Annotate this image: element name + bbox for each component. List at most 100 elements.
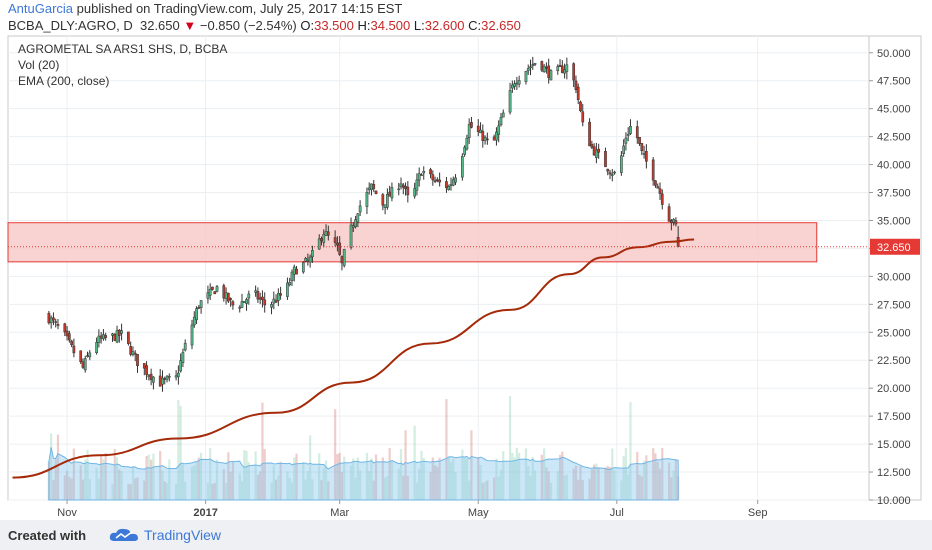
volume-bar [168,459,171,500]
volume-bar [104,452,107,500]
volume-bar [531,456,534,500]
volume-bar [622,456,625,500]
candle-body [342,249,346,266]
price-chart[interactable]: 10.000 12.500 15.000 17.500 20.000 22.500 25.0… [0,0,932,520]
volume-bar [540,454,543,500]
volume-bar [115,457,119,500]
candle-body [358,205,362,213]
tradingview-brand[interactable]: TradingView [144,527,222,543]
ema-200-line [12,238,695,479]
candle-body [276,293,280,301]
volume-bar [254,451,257,500]
candle-body [406,186,410,196]
candle-body [645,151,648,162]
volume-bar [608,467,612,500]
candle-body [288,282,292,285]
candle-body [86,355,89,357]
volume-bar [508,396,512,500]
x-tick-label: Jul [610,507,624,519]
candle-body [463,147,466,155]
candle-body [158,375,162,387]
candle-body [674,220,678,225]
volume-bar [359,470,362,500]
y-tick-label: 50.000 [877,48,911,60]
candle-body [174,375,178,378]
candle-body [465,137,469,150]
volume-bar [388,448,391,500]
volume-bar [111,484,114,500]
candle-body [199,300,203,308]
volume-bar [481,482,484,500]
candle-body [136,353,139,367]
legend-ema[interactable]: EMA (200, close) [18,74,110,88]
open-value: 33.500 [314,18,354,33]
volume-bar [524,448,528,500]
volume-bar [370,458,373,500]
candle-body [56,324,60,326]
volume-bar [672,470,675,500]
candle-body [479,129,482,134]
candle-body [231,301,235,306]
volume-bar [215,459,219,500]
candle-body [670,220,673,223]
tradingview-cloud-icon[interactable] [108,526,140,544]
volume-bar [433,465,437,500]
volume-bar [543,448,546,500]
candle-body [449,184,453,186]
candle-body [397,188,401,191]
volume-bar [50,433,53,500]
candle-body [547,65,551,78]
volume-bar [129,484,132,500]
candle-body [115,330,119,343]
candle-body [483,136,487,141]
legend-volume[interactable]: Vol (20) [18,58,60,72]
created-with-text: Created with [8,528,87,543]
volume-bar [452,459,455,500]
volume-bar [240,481,244,500]
candle-body [70,340,73,346]
author-link[interactable]: AntuGarcia [8,1,74,16]
volume-bar [561,451,564,500]
volume-bar [152,453,155,500]
candle-body [113,334,117,341]
candle-body [635,126,639,139]
volume-bar [84,459,87,500]
candle-body [461,156,464,178]
volume-bar [577,479,580,500]
candle-body [467,124,471,139]
candle-body [365,192,369,207]
candle-body [295,268,298,275]
volume-bar [102,459,105,500]
candle-body [654,180,657,186]
candle-body [606,168,610,172]
volume-bar [445,399,448,500]
candle-body [526,68,530,71]
zone-rect[interactable] [7,222,818,263]
candle-body [422,171,426,174]
volume-bar [54,459,57,500]
volume-bar [365,452,369,500]
resistance-zone[interactable] [7,222,818,263]
volume-bar [527,466,530,500]
candle-body [215,286,219,292]
volume-bar [231,460,235,500]
volume-bar [629,402,632,500]
y-tick-label: 25.000 [877,327,911,339]
volume-bar [222,469,225,500]
volume-bar [572,468,575,500]
candle-body [54,321,58,323]
volume-bar [136,477,139,500]
volume-bar [518,452,521,500]
candle-body [52,317,55,321]
volume-bar [195,460,198,500]
candle-body [95,342,98,353]
volume-bar [533,470,537,500]
candle-body [660,193,664,205]
candle-body [197,307,201,309]
volume-bar [384,477,387,500]
y-tick-label: 12.500 [877,467,911,479]
volume-bar [640,476,643,500]
volume-bar [463,457,466,500]
volume-bar [68,476,71,500]
volume-ma-area [48,447,679,501]
